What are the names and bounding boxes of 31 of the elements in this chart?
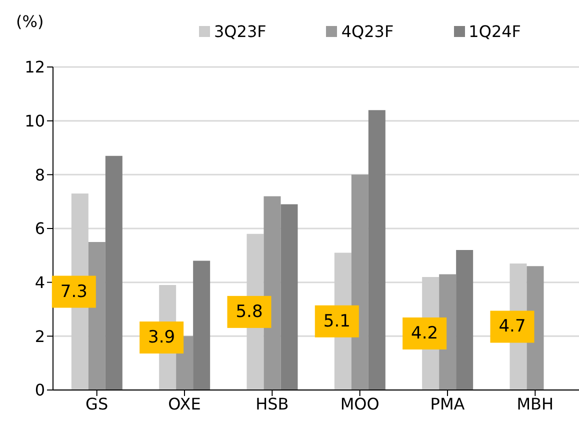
data-label: 4.7: [498, 316, 526, 337]
x-tick-label: HSB: [256, 394, 289, 414]
y-tick-label: 6: [34, 219, 45, 238]
bar: [88, 242, 106, 390]
data-label: 3.9: [148, 328, 176, 348]
y-tick-label: 0: [34, 380, 45, 400]
data-label: 5.1: [323, 311, 350, 332]
legend-label: 1Q24F: [468, 22, 522, 41]
bar: [193, 260, 210, 390]
x-tick-label: MBH: [516, 394, 554, 414]
y-tick-label: 8: [34, 165, 45, 184]
bar: [351, 174, 368, 390]
bar: [280, 204, 298, 390]
y-tick-label: 4: [34, 273, 45, 292]
x-tick-label: GS: [86, 394, 108, 414]
bar: [105, 156, 122, 390]
x-tick-label: PMA: [430, 394, 465, 414]
data-label: 7.3: [60, 282, 88, 302]
data-label: 4.2: [411, 323, 438, 344]
y-tick-label: 10: [24, 112, 45, 131]
y-tick-label: 2: [34, 326, 45, 346]
y-axis-title: (%): [16, 12, 44, 31]
x-tick-label: OXE: [168, 394, 201, 414]
legend-label: 4Q23F: [341, 22, 394, 41]
bar: [456, 250, 474, 390]
x-tick-label: MOO: [340, 394, 380, 414]
bar: [368, 110, 386, 390]
data-label: 5.8: [236, 302, 263, 322]
bar: [264, 196, 281, 390]
y-tick-label: 12: [24, 58, 45, 77]
legend-label: 3Q23F: [214, 22, 266, 41]
